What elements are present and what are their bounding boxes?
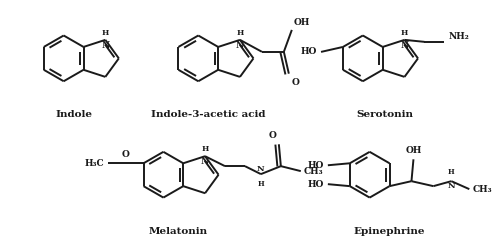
Text: HO: HO — [308, 161, 324, 170]
Text: H: H — [102, 29, 109, 37]
Text: H: H — [236, 29, 244, 37]
Text: H: H — [448, 168, 454, 176]
Text: NH₂: NH₂ — [448, 32, 469, 41]
Text: Serotonin: Serotonin — [356, 110, 413, 119]
Text: HO: HO — [300, 47, 317, 56]
Text: H: H — [202, 145, 208, 153]
Text: OH: OH — [294, 18, 310, 27]
Text: H: H — [258, 180, 264, 188]
Text: N: N — [400, 41, 408, 50]
Text: H₃C: H₃C — [85, 159, 104, 168]
Text: N: N — [201, 157, 209, 166]
Text: N: N — [101, 41, 110, 50]
Text: Melatonin: Melatonin — [148, 227, 208, 236]
Text: CH₃: CH₃ — [304, 167, 324, 176]
Text: Epinephrine: Epinephrine — [354, 227, 426, 236]
Text: CH₃: CH₃ — [472, 185, 492, 194]
Text: O: O — [269, 131, 277, 140]
Text: O: O — [122, 150, 130, 159]
Text: Indole: Indole — [56, 110, 92, 119]
Text: OH: OH — [406, 146, 421, 155]
Text: N: N — [448, 182, 455, 190]
Text: Indole-3-acetic acid: Indole-3-acetic acid — [152, 110, 266, 119]
Text: N: N — [257, 165, 264, 173]
Text: N: N — [236, 41, 244, 50]
Text: O: O — [292, 78, 300, 87]
Text: H: H — [401, 29, 408, 37]
Text: HO: HO — [308, 180, 324, 189]
